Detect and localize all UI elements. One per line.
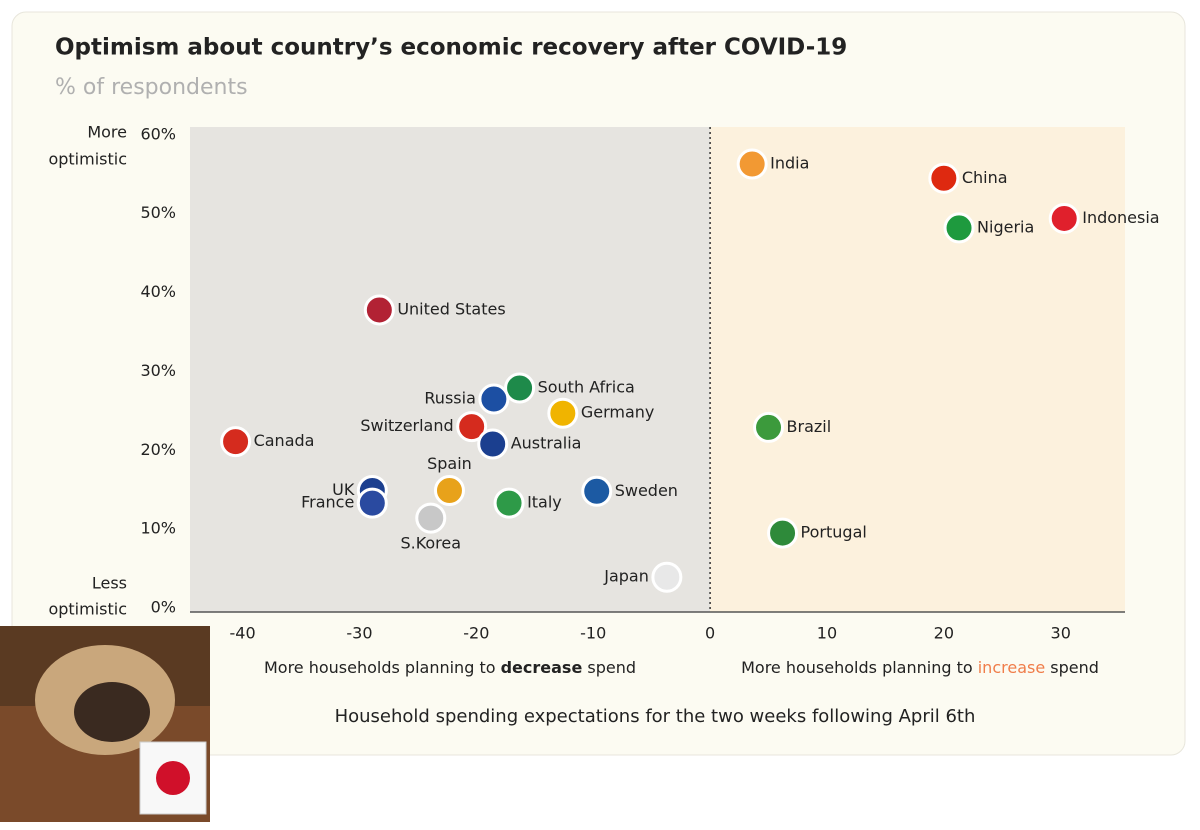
x-tick-label: -10	[580, 624, 606, 643]
point-label: Spain	[427, 454, 472, 473]
chart-subtitle: % of respondents	[55, 75, 248, 100]
x-tick-label: -20	[463, 624, 489, 643]
point-label: Canada	[254, 431, 315, 450]
y-tick-label: 20%	[140, 440, 176, 459]
x-tick-label: 0	[705, 624, 715, 643]
decrease-region	[190, 127, 711, 612]
point-label: Japan	[603, 567, 649, 586]
text: spend	[1045, 658, 1099, 677]
point	[456, 411, 488, 443]
point-label: Germany	[581, 403, 655, 422]
point-label: UK	[332, 480, 355, 499]
x-label-left: More households planning to decrease spe…	[264, 658, 636, 677]
point	[433, 475, 465, 507]
y-bottom-label: Less	[92, 574, 127, 593]
x-tick-label: -30	[346, 624, 372, 643]
x-label-right: More households planning to increase spe…	[741, 658, 1099, 677]
text: More households planning to	[741, 658, 978, 677]
point	[356, 487, 388, 519]
point-label: Indonesia	[1082, 208, 1159, 227]
point	[415, 502, 447, 534]
point-label: Russia	[424, 389, 475, 408]
x-tick-label: 30	[1051, 624, 1071, 643]
flag-japan-disc	[156, 761, 190, 795]
x-axis-title: Household spending expectations for the …	[335, 706, 976, 727]
point	[928, 162, 960, 194]
y-bottom-label: optimistic	[48, 600, 127, 619]
point-label: Switzerland	[360, 416, 453, 435]
point-label: Sweden	[615, 481, 678, 500]
x-tick-label: -40	[230, 624, 256, 643]
point	[651, 561, 683, 593]
point	[477, 428, 509, 460]
y-top-label: More	[87, 123, 127, 142]
point	[478, 383, 510, 415]
point-label: France	[301, 493, 354, 512]
point-label: China	[962, 168, 1008, 187]
y-tick-label: 30%	[140, 361, 176, 380]
point-label: Italy	[527, 493, 562, 512]
y-tick-label: 0%	[151, 598, 176, 617]
point-label: South Africa	[538, 378, 635, 397]
meme-image	[0, 626, 210, 822]
point	[581, 475, 613, 507]
point	[493, 487, 525, 519]
x-tick-label: 10	[817, 624, 837, 643]
y-tick-label: 10%	[140, 519, 176, 538]
chart-title: Optimism about country’s economic recove…	[55, 35, 847, 61]
point	[504, 372, 536, 404]
text: More households planning to	[264, 658, 501, 677]
point	[547, 397, 579, 429]
point	[1048, 202, 1080, 234]
y-tick-label: 50%	[140, 203, 176, 222]
plot-area	[190, 127, 1125, 613]
pug-face	[74, 682, 150, 742]
point-label: Nigeria	[977, 217, 1034, 236]
point-label: Portugal	[801, 523, 867, 542]
y-tick-label: 40%	[140, 282, 176, 301]
point-label: Australia	[511, 433, 582, 452]
point-label: S.Korea	[400, 534, 461, 553]
point	[767, 517, 799, 549]
point	[753, 411, 785, 443]
point-label: India	[770, 154, 809, 173]
point	[736, 148, 768, 180]
point	[943, 212, 975, 244]
point-label: Brazil	[787, 417, 832, 436]
y-tick-label: 60%	[140, 124, 176, 143]
x-tick-label: 20	[934, 624, 954, 643]
point-label: United States	[397, 299, 505, 318]
point	[363, 294, 395, 326]
text: spend	[582, 658, 636, 677]
text: increase	[978, 658, 1045, 677]
y-top-label: optimistic	[48, 150, 127, 169]
text: decrease	[501, 658, 583, 677]
point	[220, 426, 252, 458]
